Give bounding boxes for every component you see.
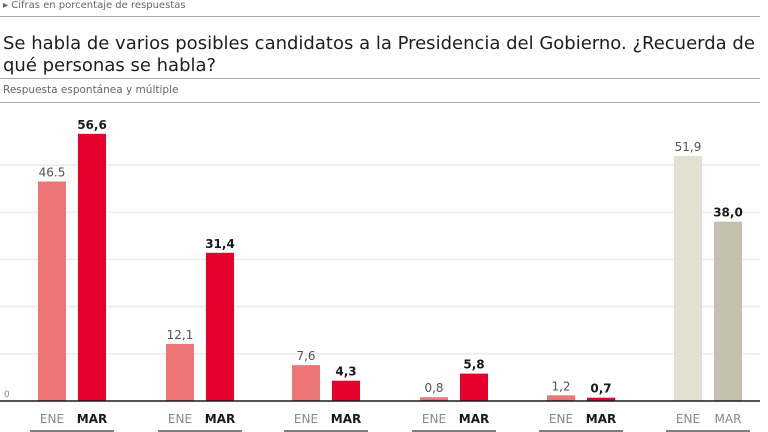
data-label: 46.5 — [39, 166, 66, 180]
data-label: 56,6 — [77, 118, 107, 132]
category-label-mar: MAR — [331, 412, 361, 426]
bar-mar — [206, 252, 234, 401]
data-label: 38,0 — [713, 206, 743, 220]
bar-mar — [587, 397, 615, 401]
bar-ene — [38, 181, 66, 401]
note-text: Cifras en porcentaje de respuestas — [11, 0, 186, 11]
category-label-mar: MAR — [77, 412, 107, 426]
data-label: 1,2 — [551, 379, 570, 393]
category-label-mar: MAR — [205, 412, 235, 426]
data-label: 0,7 — [590, 382, 611, 396]
bar-mar — [714, 221, 742, 401]
data-label: 12,1 — [167, 328, 194, 342]
bar-mar — [460, 373, 488, 401]
chart-subtitle: Respuesta espontánea y múltiple — [3, 84, 179, 96]
data-label: 0,8 — [424, 381, 443, 395]
divider-subtitle — [0, 102, 760, 103]
bar-ene — [166, 343, 194, 401]
bar-mar — [78, 133, 106, 401]
category-label-ene: ENE — [40, 412, 64, 426]
bar-mar — [332, 380, 360, 401]
category-label-ene: ENE — [676, 412, 700, 426]
category-label-mar: MAR — [459, 412, 489, 426]
triangle-bullet-icon: ▸ — [3, 0, 9, 11]
data-label: 5,8 — [463, 358, 484, 372]
bar-ene — [547, 395, 575, 401]
data-label: 51,9 — [675, 140, 702, 154]
chart-title: Se habla de varios posibles candidatos a… — [3, 33, 755, 76]
category-label-ene: ENE — [168, 412, 192, 426]
data-label: 31,4 — [205, 237, 235, 251]
data-label: 7,6 — [296, 349, 315, 363]
divider-title — [0, 78, 760, 79]
data-label: 4,3 — [335, 365, 356, 379]
bar-ene — [292, 365, 320, 401]
category-label-ene: ENE — [294, 412, 318, 426]
category-label-ene: ENE — [422, 412, 446, 426]
category-label-ene: ENE — [549, 412, 573, 426]
category-label-mar: MAR — [715, 412, 742, 426]
bar-ene — [674, 156, 702, 401]
category-label-mar: MAR — [586, 412, 616, 426]
divider-top — [0, 16, 760, 17]
note-line: ▸ Cifras en porcentaje de respuestas — [3, 0, 186, 12]
bar-ene — [420, 397, 448, 401]
y-tick-label: 0 — [4, 390, 10, 400]
